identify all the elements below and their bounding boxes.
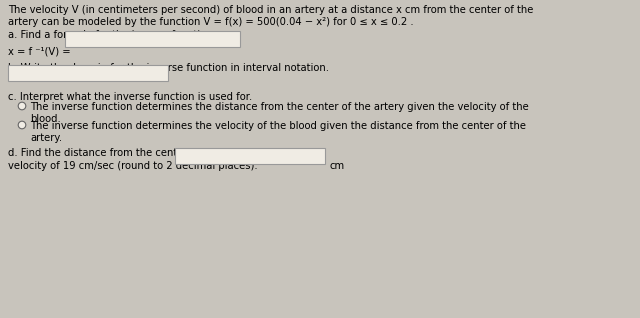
Text: The inverse function determines the velocity of the blood given the distance fro: The inverse function determines the velo… bbox=[30, 121, 526, 131]
Text: artery.: artery. bbox=[30, 133, 62, 143]
Circle shape bbox=[18, 102, 26, 110]
Circle shape bbox=[18, 121, 26, 129]
Text: velocity of 19 cm/sec (round to 2 decimal places).: velocity of 19 cm/sec (round to 2 decima… bbox=[8, 161, 258, 171]
Text: c. Interpret what the inverse function is used for.: c. Interpret what the inverse function i… bbox=[8, 92, 252, 102]
Text: d. Find the distance from the center of an artery with a: d. Find the distance from the center of … bbox=[8, 148, 283, 158]
Text: blood.: blood. bbox=[30, 114, 61, 124]
Text: cm: cm bbox=[330, 161, 345, 171]
FancyBboxPatch shape bbox=[8, 65, 168, 81]
Text: artery can be modeled by the function V = f(x) = 500(0.04 − x²) for 0 ≤ x ≤ 0.2 : artery can be modeled by the function V … bbox=[8, 17, 413, 27]
FancyBboxPatch shape bbox=[175, 148, 325, 164]
Text: The inverse function determines the distance from the center of the artery given: The inverse function determines the dist… bbox=[30, 102, 529, 112]
Text: b. Write the domain for the inverse function in interval notation.: b. Write the domain for the inverse func… bbox=[8, 63, 329, 73]
Text: x = f ⁻¹(V) =: x = f ⁻¹(V) = bbox=[8, 46, 70, 56]
FancyBboxPatch shape bbox=[65, 31, 240, 47]
Text: a. Find a formula for the inverse function:: a. Find a formula for the inverse functi… bbox=[8, 30, 216, 40]
Text: The velocity V (in centimeters per second) of blood in an artery at a distance x: The velocity V (in centimeters per secon… bbox=[8, 5, 533, 15]
